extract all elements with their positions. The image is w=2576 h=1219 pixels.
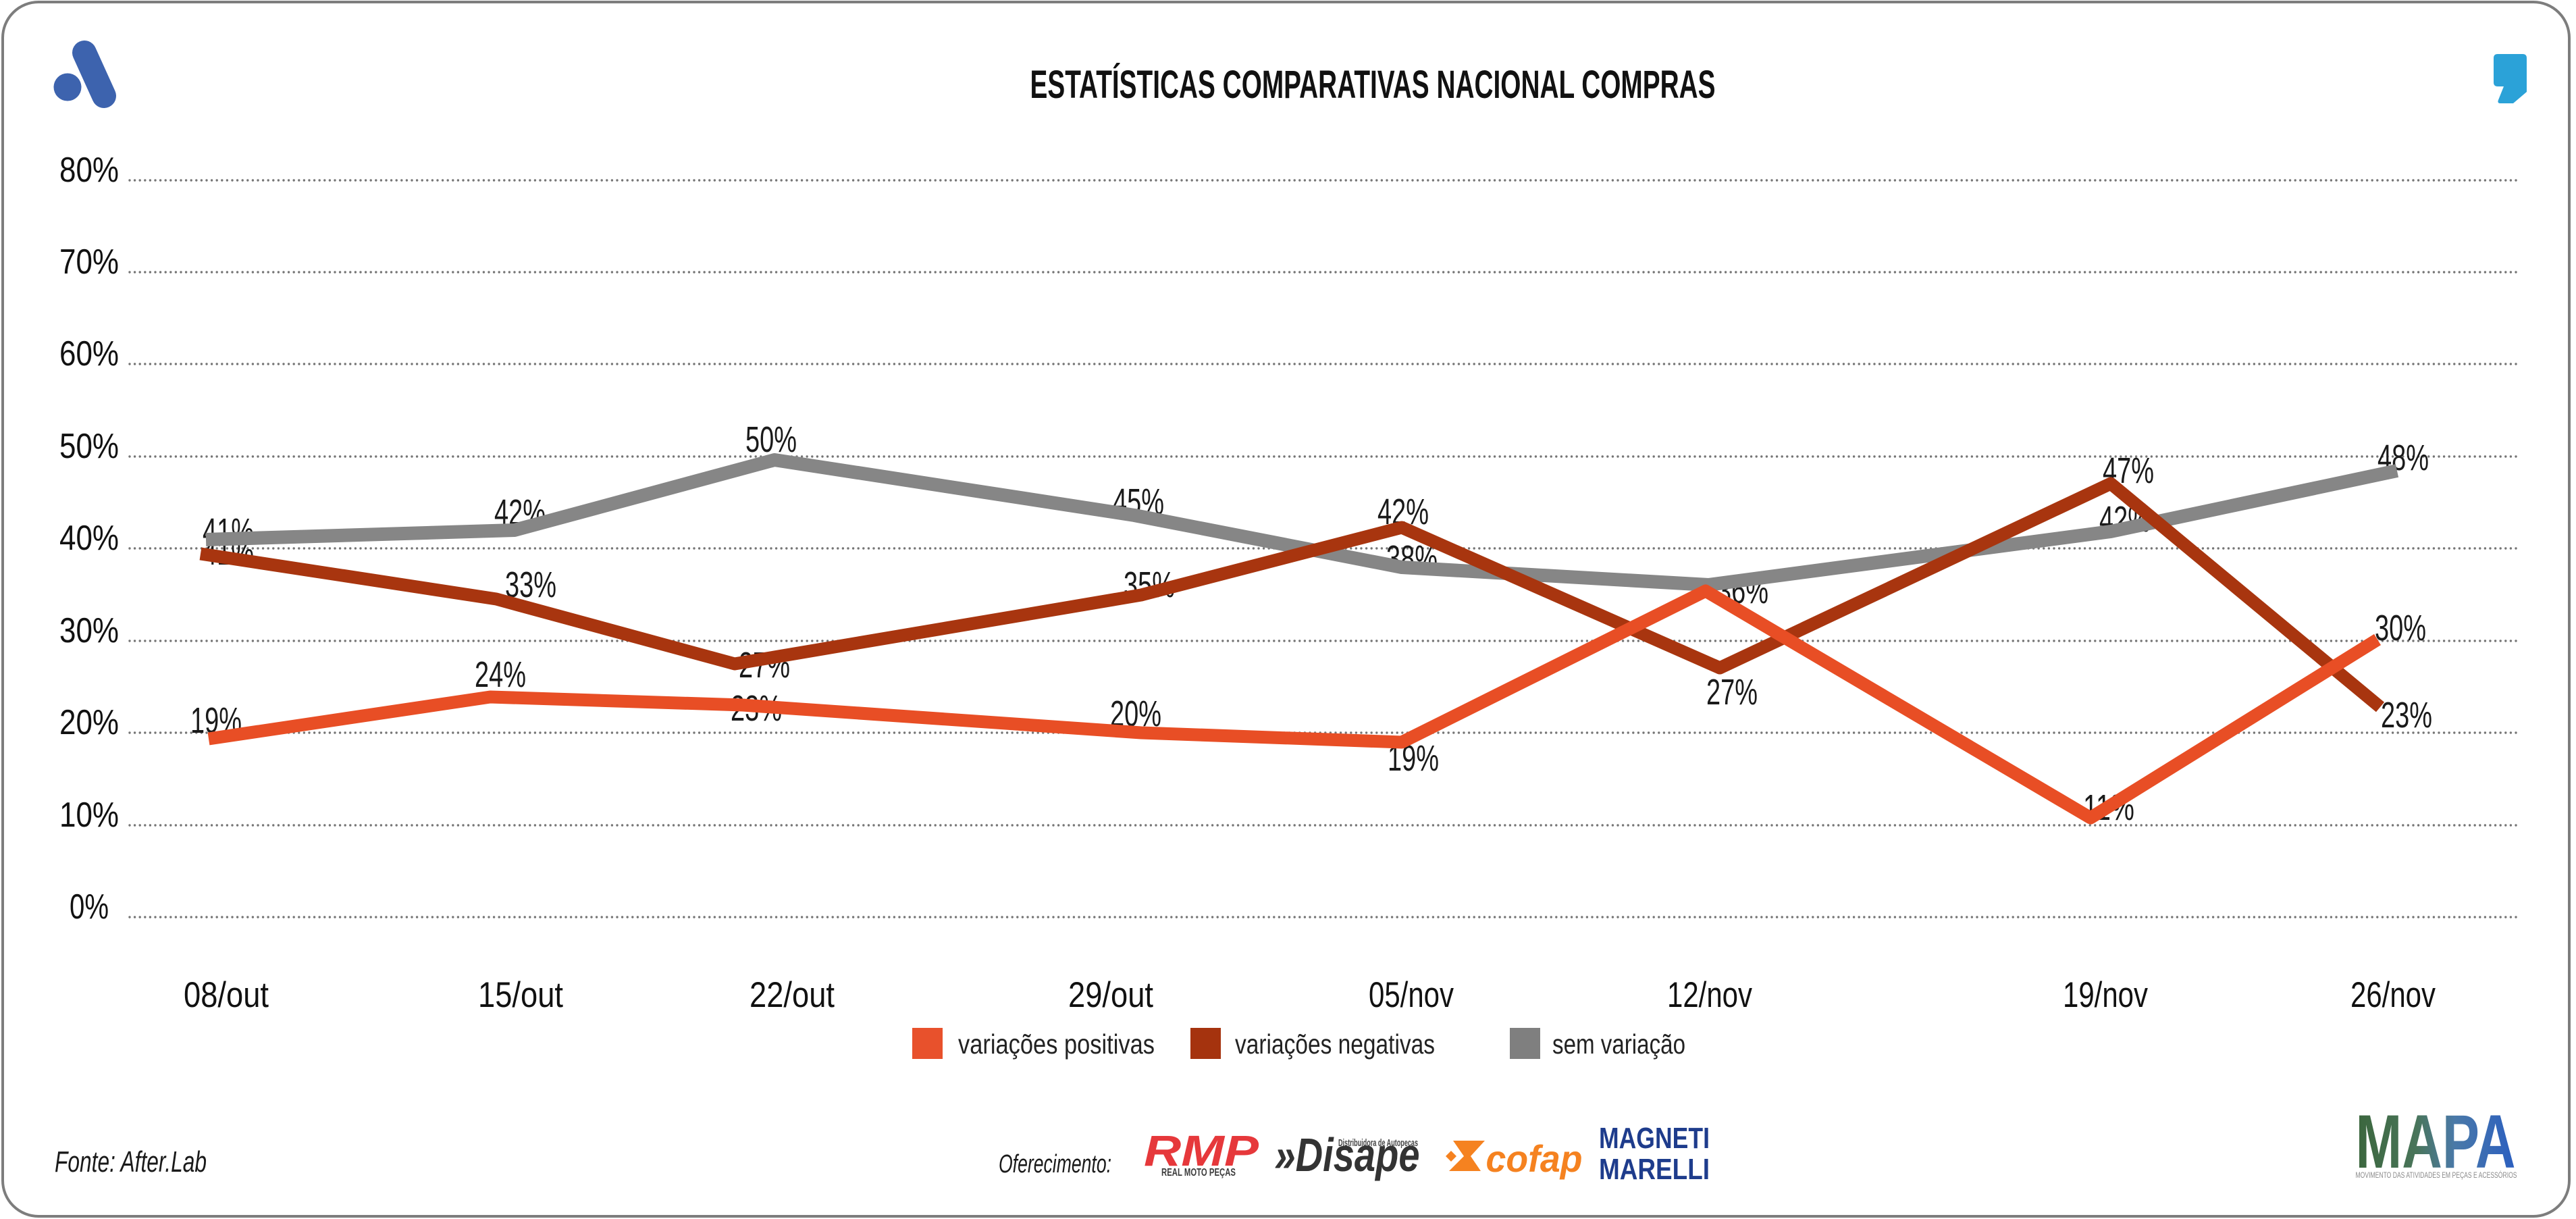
svg-text:23%: 23%: [2381, 695, 2432, 735]
svg-text:variações positivas: variações positivas: [958, 1029, 1155, 1060]
svg-text:cofap: cofap: [1486, 1137, 1583, 1180]
svg-text:20%: 20%: [59, 703, 119, 742]
svg-text:MAPA: MAPA: [2356, 1099, 2516, 1184]
svg-text:24%: 24%: [475, 654, 526, 695]
svg-text:Fonte: After.Lab: Fonte: After.Lab: [55, 1145, 207, 1178]
svg-text:Distribuidora de Autopeças: Distribuidora de Autopeças: [1338, 1137, 1418, 1149]
svg-text:22/out: 22/out: [750, 975, 835, 1015]
svg-text:08/out: 08/out: [184, 975, 269, 1015]
svg-text:30%: 30%: [2375, 608, 2426, 648]
svg-text:30%: 30%: [59, 611, 119, 650]
svg-text:29/out: 29/out: [1068, 975, 1153, 1015]
svg-text:15/out: 15/out: [478, 975, 563, 1015]
svg-text:MOVIMENTO DAS ATIVIDADES EM PE: MOVIMENTO DAS ATIVIDADES EM PEÇAS E ACES…: [2356, 1171, 2517, 1180]
svg-text:50%: 50%: [59, 427, 119, 466]
svg-text:REAL MOTO PEÇAS: REAL MOTO PEÇAS: [1161, 1167, 1236, 1178]
svg-text:Oferecimento:: Oferecimento:: [999, 1150, 1111, 1178]
svg-text:12/nov: 12/nov: [1667, 975, 1752, 1015]
svg-text:10%: 10%: [59, 796, 119, 835]
svg-text:19/nov: 19/nov: [2063, 975, 2148, 1015]
svg-text:sem variação: sem variação: [1552, 1029, 1685, 1060]
svg-text:50%: 50%: [745, 419, 797, 460]
svg-text:variações negativas: variações negativas: [1235, 1029, 1435, 1060]
svg-text:RMP: RMP: [1144, 1126, 1259, 1175]
svg-text:05/nov: 05/nov: [1369, 975, 1454, 1015]
svg-text:70%: 70%: [59, 242, 119, 282]
svg-text:»Disape: »Disape: [1275, 1129, 1420, 1181]
svg-text:40%: 40%: [59, 519, 119, 558]
svg-text:MARELLI: MARELLI: [1599, 1153, 1710, 1186]
svg-text:60%: 60%: [59, 334, 119, 373]
svg-text:MAGNETI: MAGNETI: [1599, 1122, 1710, 1155]
svg-text:27%: 27%: [1706, 672, 1758, 712]
svg-text:26/nov: 26/nov: [2350, 975, 2436, 1015]
svg-text:80%: 80%: [59, 151, 119, 190]
svg-text:0%: 0%: [70, 887, 109, 927]
svg-text:ESTATÍSTICAS COMPARATIVAS NACI: ESTATÍSTICAS COMPARATIVAS NACIONAL COMPR…: [1030, 63, 1716, 107]
